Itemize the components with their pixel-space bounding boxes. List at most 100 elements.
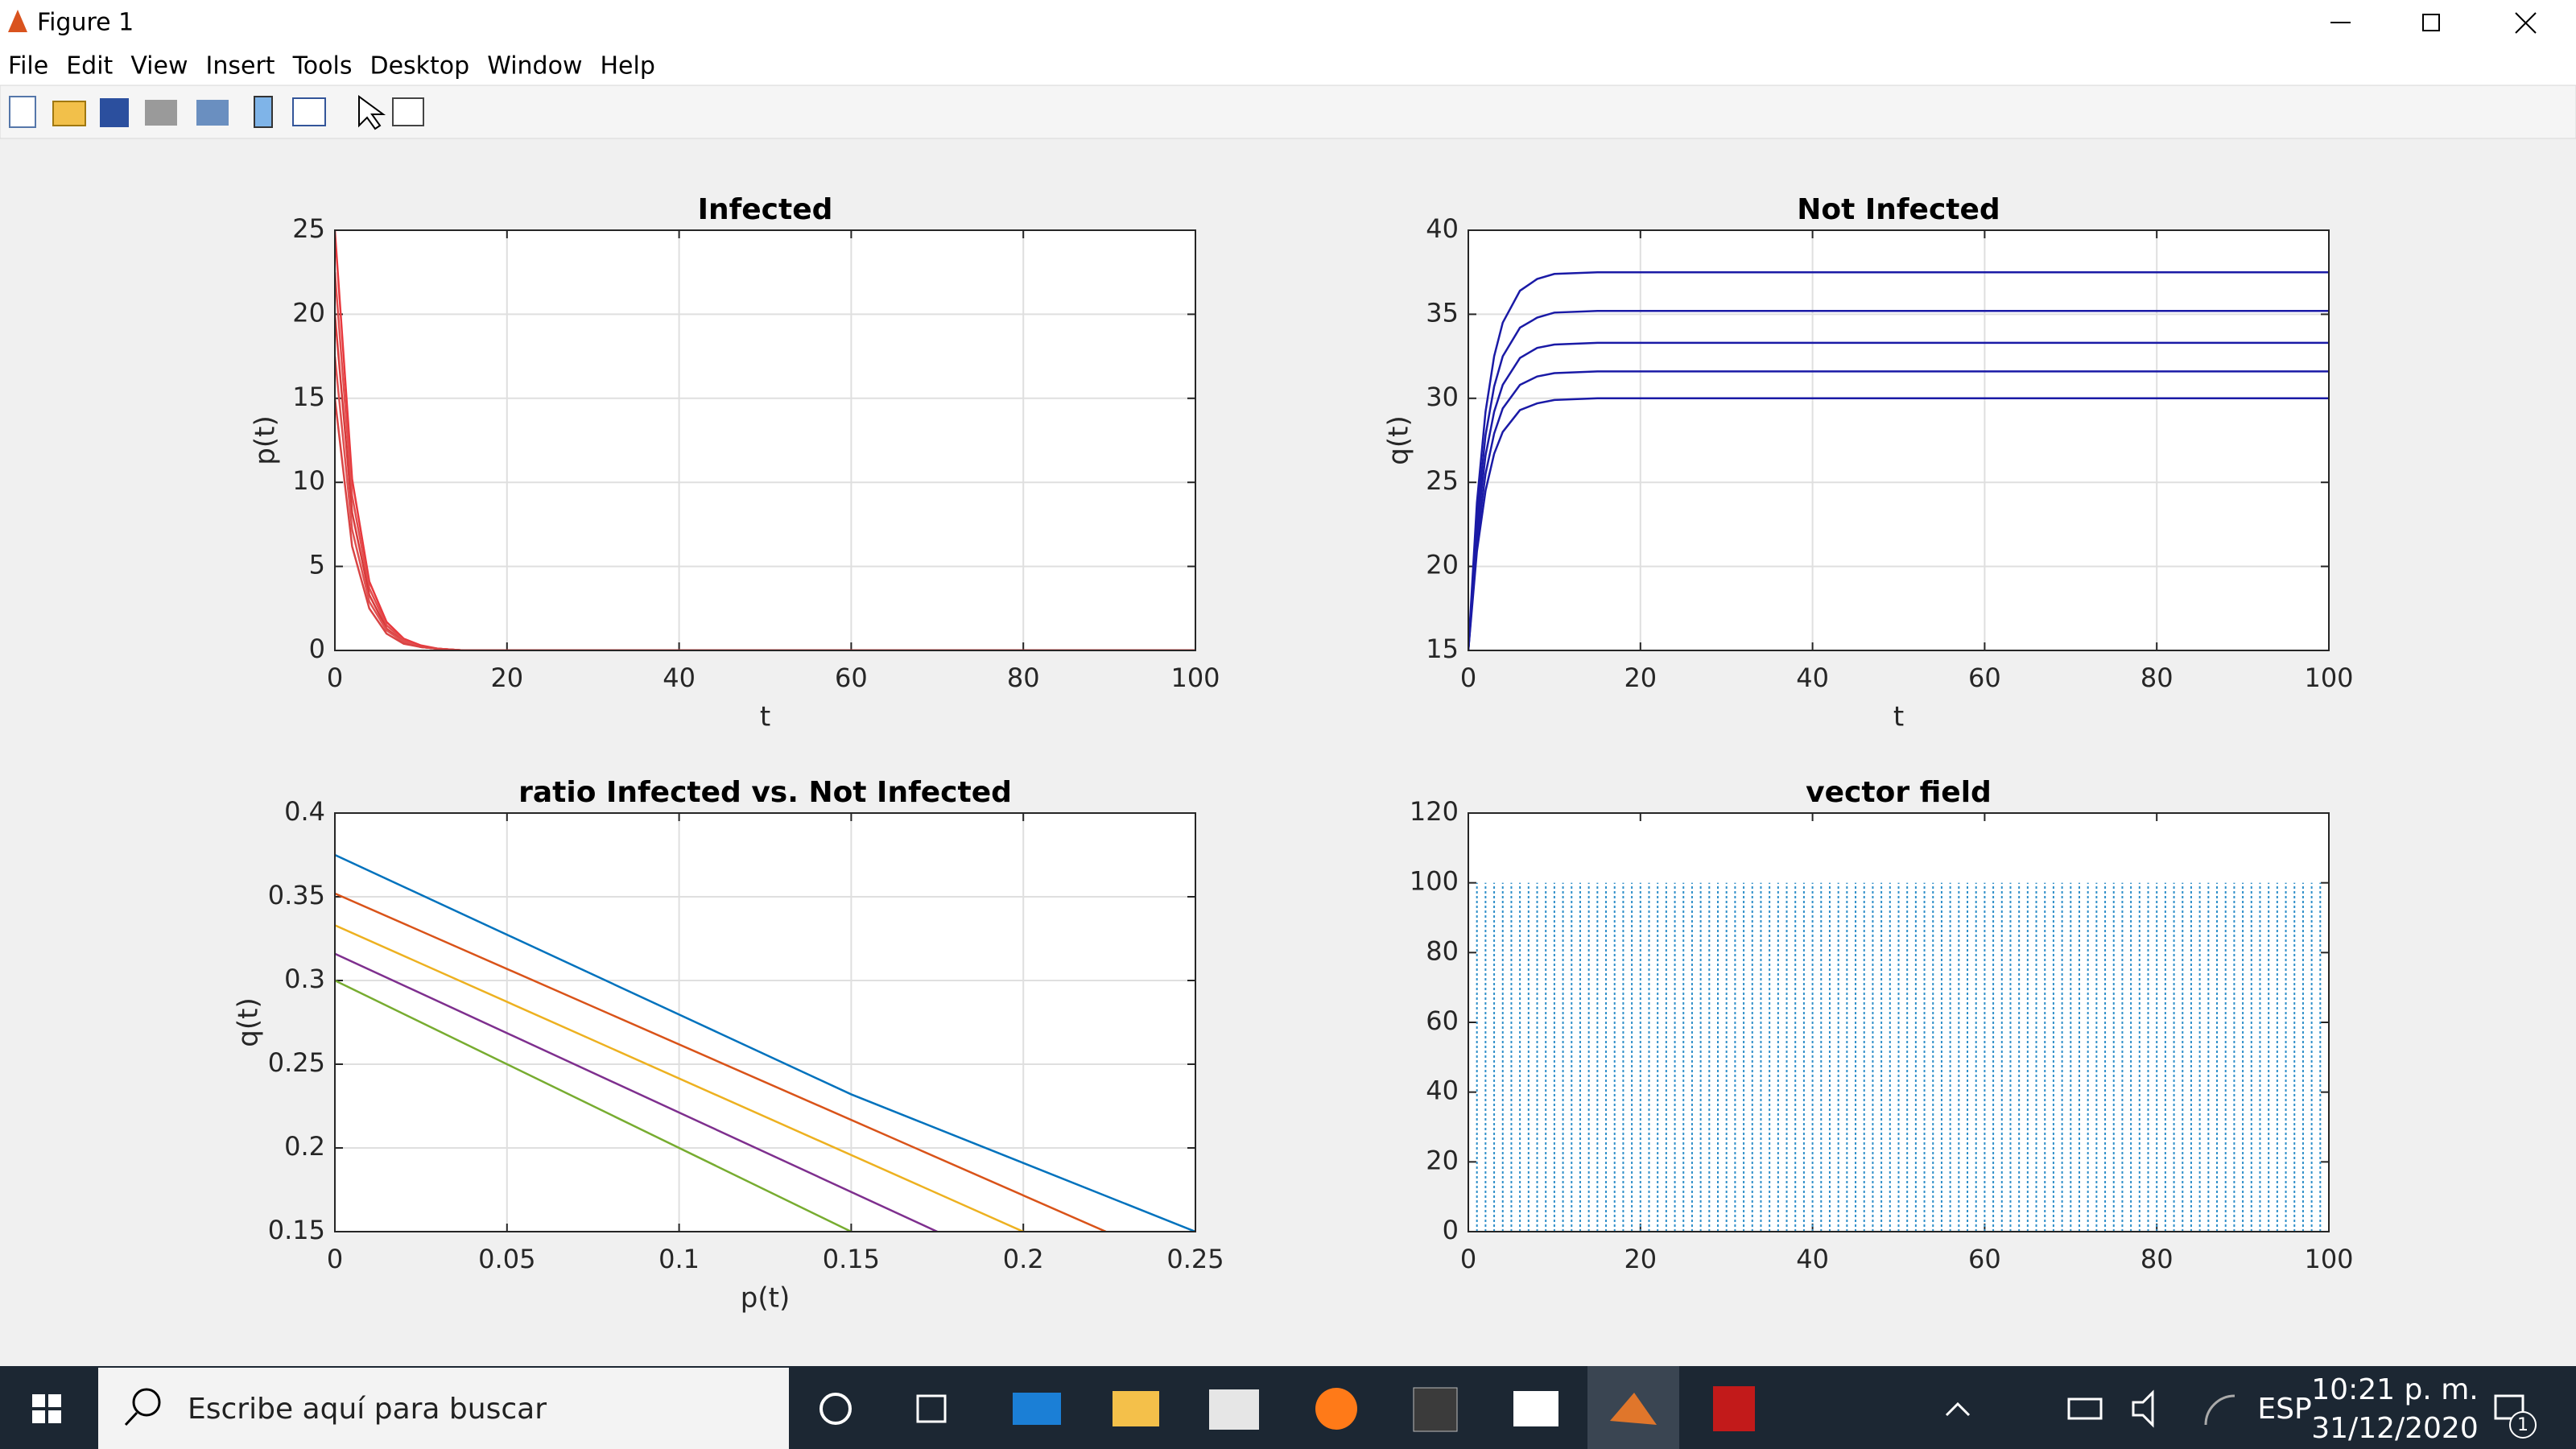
- restore-button[interactable]: [2422, 14, 2440, 31]
- search-placeholder[interactable]: Escribe aquí para buscar: [188, 1393, 547, 1426]
- x-tick-label: 60: [1968, 663, 2001, 693]
- toolbar: [0, 85, 2576, 139]
- start-icon[interactable]: [32, 1394, 45, 1407]
- mail-icon[interactable]: [1013, 1393, 1061, 1425]
- save-icon[interactable]: [100, 98, 129, 127]
- start-icon[interactable]: [48, 1410, 61, 1423]
- close-button[interactable]: [2515, 12, 2537, 34]
- search-icon: [124, 1411, 138, 1426]
- y-tick-label: 120: [1410, 796, 1459, 827]
- menu-bar: [0, 48, 2576, 85]
- y-tick-label: 15: [292, 382, 325, 412]
- x-tick-label: 0.2: [1003, 1244, 1044, 1274]
- y-axis-label: q(t): [1383, 415, 1415, 464]
- series-line: [335, 979, 852, 1232]
- matlab-icon[interactable]: [1610, 1393, 1657, 1425]
- clock-date[interactable]: 31/12/2020: [2311, 1412, 2479, 1445]
- x-tick-label: 20: [1624, 1244, 1657, 1274]
- menu-item[interactable]: Tools: [292, 52, 353, 80]
- clock-time[interactable]: 10:21 p. m.: [2311, 1373, 2478, 1406]
- series-line: [335, 892, 1107, 1232]
- x-tick-label: 0: [1460, 1244, 1476, 1274]
- x-tick-label: 0.1: [658, 1244, 700, 1274]
- tray-arrow[interactable]: [1945, 1402, 1971, 1417]
- notification-icon[interactable]: [2494, 1394, 2524, 1420]
- series-line: [1468, 341, 2329, 650]
- start-icon[interactable]: [32, 1410, 45, 1423]
- menu-item[interactable]: Desktop: [369, 52, 469, 80]
- battery-icon[interactable]: [2067, 1397, 2103, 1420]
- y-tick-label: 20: [1426, 1145, 1459, 1175]
- search-box[interactable]: [98, 1368, 789, 1449]
- volume-icon[interactable]: [2132, 1389, 2154, 1428]
- y-tick-label: 0.25: [268, 1047, 325, 1078]
- new-icon[interactable]: [9, 96, 36, 128]
- legend-icon[interactable]: [292, 97, 326, 126]
- axes-box: [1468, 229, 2330, 651]
- property-icon[interactable]: [392, 97, 424, 126]
- menu-item[interactable]: Window: [487, 52, 582, 80]
- cortana-icon[interactable]: [819, 1393, 852, 1425]
- series-line: [1468, 397, 2329, 650]
- pointer-icon[interactable]: [358, 95, 386, 130]
- x-tick-label: 60: [835, 663, 868, 693]
- x-axis-label: t: [760, 701, 770, 733]
- series-line: [335, 398, 1195, 650]
- window-title: Figure 1: [37, 9, 134, 37]
- y-tick-label: 0: [309, 634, 325, 664]
- series-line: [335, 853, 1195, 1232]
- charts: 0 20 40 60 80 100 0 5 10 15 20 25 Infected t p(t) 0 20 40…: [233, 193, 2354, 1315]
- notification-count: 1: [2517, 1415, 2529, 1435]
- x-tick-label: 80: [2140, 1244, 2174, 1274]
- texmaker-icon[interactable]: [1413, 1387, 1458, 1432]
- menu: File Edit View Insert Tools Desktop Window Help: [8, 52, 655, 80]
- snip-icon[interactable]: [1513, 1391, 1558, 1426]
- y-tick-label: 40: [1426, 213, 1459, 244]
- firefox-icon[interactable]: [1315, 1388, 1357, 1430]
- acrobat-icon[interactable]: [1713, 1386, 1755, 1431]
- series-line: [1468, 270, 2329, 650]
- y-tick-label: 0.2: [284, 1131, 325, 1162]
- open-icon[interactable]: [52, 101, 86, 126]
- explorer-icon[interactable]: [1113, 1391, 1159, 1426]
- menu-item[interactable]: Help: [601, 52, 655, 80]
- start-button[interactable]: [32, 1394, 61, 1423]
- y-tick-label: 15: [1426, 634, 1459, 664]
- y-tick-label: 80: [1426, 935, 1459, 966]
- y-tick-label: 0.3: [284, 964, 325, 994]
- y-tick-label: 0.15: [268, 1215, 325, 1245]
- series-line: [335, 952, 938, 1232]
- print-icon[interactable]: [145, 100, 177, 126]
- chart-title: ratio Infected vs. Not Infected: [518, 776, 1012, 809]
- menu-item[interactable]: Insert: [206, 52, 275, 80]
- start-icon[interactable]: [48, 1394, 61, 1407]
- store-icon[interactable]: [1209, 1389, 1259, 1430]
- task-view-icon[interactable]: [916, 1394, 947, 1423]
- colorbar-icon[interactable]: [254, 96, 273, 128]
- y-tick-label: 0.4: [284, 796, 325, 827]
- title-bar: [0, 0, 2576, 48]
- x-tick-label: 80: [2140, 663, 2174, 693]
- x-axis-label: t: [1893, 701, 1904, 733]
- y-tick-label: 0.35: [268, 880, 325, 910]
- x-tick-label: 100: [2304, 1244, 2353, 1274]
- axes-background: [335, 230, 1195, 650]
- x-tick-label: 0.25: [1166, 1244, 1224, 1274]
- x-tick-label: 0.15: [823, 1244, 880, 1274]
- menu-item[interactable]: File: [8, 52, 48, 80]
- language[interactable]: ESP: [2257, 1393, 2311, 1426]
- menu-item[interactable]: View: [130, 52, 188, 80]
- x-tick-label: 40: [1796, 1244, 1829, 1274]
- network-icon[interactable]: [2204, 1394, 2235, 1426]
- y-tick-label: 25: [292, 213, 325, 244]
- x-tick-label: 40: [663, 663, 696, 693]
- menu-item[interactable]: Edit: [66, 52, 113, 80]
- axes-box: [334, 229, 1196, 651]
- y-tick-label: 35: [1426, 297, 1459, 328]
- print-preview-icon[interactable]: [196, 100, 229, 126]
- y-tick-label: 0: [1443, 1215, 1459, 1245]
- y-tick-label: 20: [1426, 550, 1459, 580]
- axes-box: [1468, 812, 2330, 1232]
- series-line: [1468, 370, 2329, 650]
